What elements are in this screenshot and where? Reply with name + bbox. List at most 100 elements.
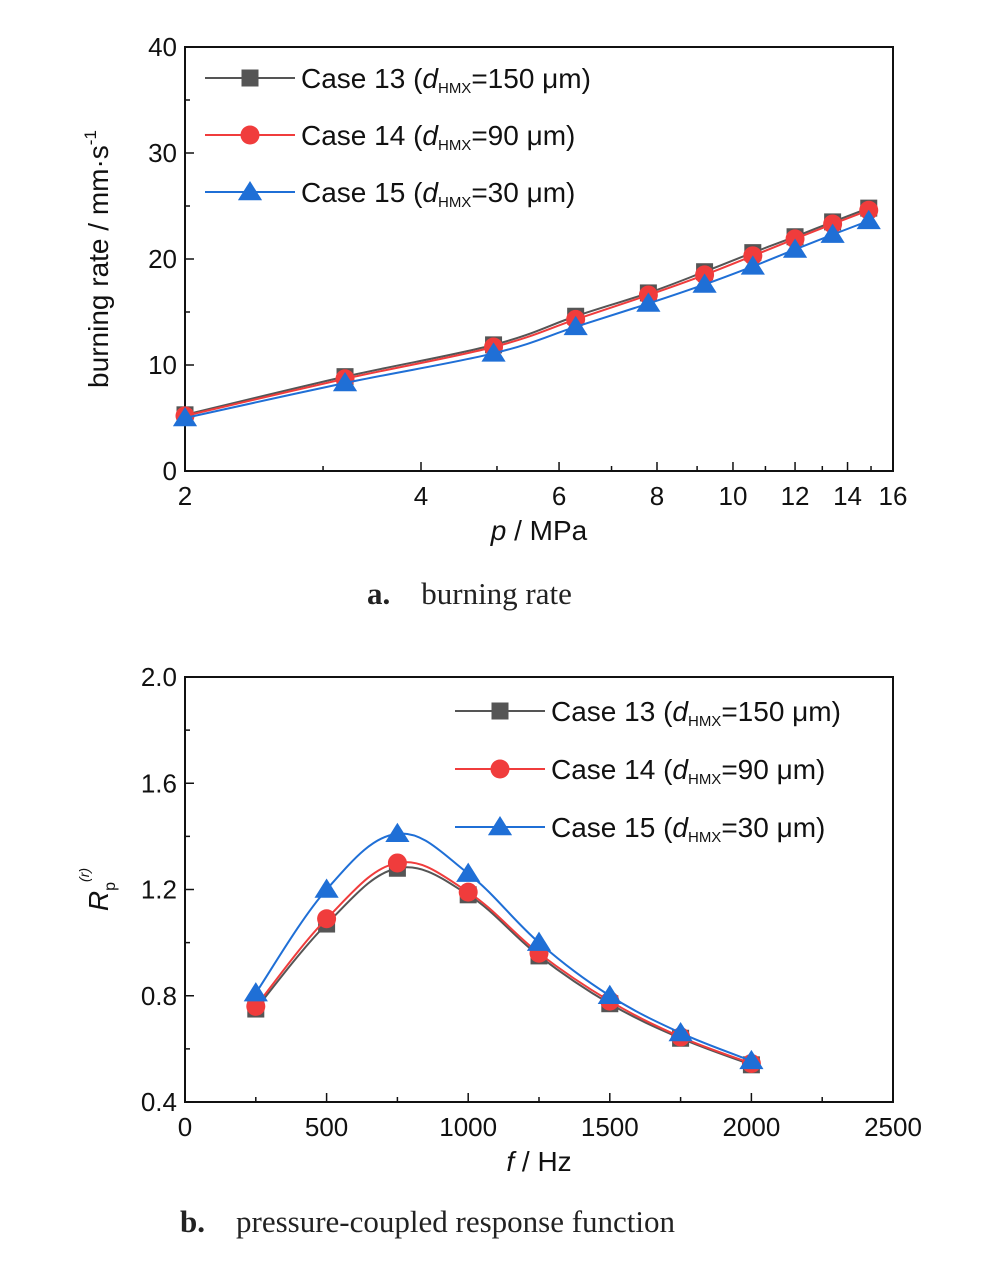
plot-frame (184, 676, 894, 1103)
series-line (184, 207, 870, 416)
data-point-circle (317, 909, 337, 929)
legend-item: Case 13 (dHMX=150 μm) (205, 63, 591, 97)
caption-spacer (205, 1204, 236, 1239)
legend-item: Case 15 (dHMX=30 μm) (205, 177, 575, 211)
legend-label: Case 14 (dHMX=90 μm) (301, 120, 575, 154)
y-tick-label: 1.6 (141, 768, 177, 798)
legend-label: Case 14 (dHMX=90 μm) (551, 754, 825, 788)
x-axis-variable: f (506, 1146, 517, 1177)
data-point-triangle (740, 255, 765, 275)
x-tick-label: 1000 (439, 1112, 497, 1142)
data-point-circle (458, 882, 478, 902)
legend-diameter-value: =150 μm) (471, 63, 591, 94)
legend-diameter-value: =90 μm) (471, 120, 575, 151)
y-tick-label: 20 (148, 244, 177, 274)
data-point-triangle (563, 315, 588, 336)
series-line (254, 832, 752, 1062)
legend-case-name: Case 15 ( (551, 812, 673, 843)
data-point-triangle (739, 1049, 764, 1070)
y-tick-label: 0 (163, 456, 177, 486)
y-axis-title: Rp (r) (76, 868, 119, 911)
x-tick-label: 4 (414, 481, 428, 511)
data-point-triangle (332, 372, 358, 392)
legend-diameter-value: =30 μm) (721, 812, 825, 843)
y-axis-label: burning rate / mm·s (83, 145, 114, 388)
legend-label: Case 13 (dHMX=150 μm) (551, 696, 841, 730)
legend-marker-square (241, 69, 259, 87)
x-axis-title: p / MPa (490, 515, 588, 546)
x-tick-label: 6 (552, 481, 566, 511)
x-tick-label: 8 (650, 481, 664, 511)
x-tick-label: 0 (178, 1112, 192, 1142)
x-tick-label: 1500 (581, 1112, 639, 1142)
legend-diameter-subscript: HMX (438, 194, 471, 211)
series-case-15 (172, 209, 881, 427)
series-case-14 (246, 853, 761, 1073)
data-point-triangle (385, 822, 410, 842)
x-tick-label: 2500 (864, 1112, 922, 1142)
legend-diameter-symbol: d (672, 812, 689, 843)
legend-diameter-subscript: HMX (688, 829, 721, 846)
legend-diameter-symbol: d (672, 754, 689, 785)
legend-diameter-symbol: d (422, 63, 439, 94)
x-tick-label: 2000 (722, 1112, 780, 1142)
legend-case-name: Case 14 ( (301, 120, 423, 151)
legend-diameter-subscript: HMX (438, 80, 471, 97)
legend-marker-square (491, 702, 509, 720)
legend-diameter-value: =30 μm) (471, 177, 575, 208)
caption-text: burning rate (421, 576, 572, 611)
data-point-triangle (456, 862, 481, 882)
legend-diameter-subscript: HMX (688, 771, 721, 788)
legend-case-name: Case 13 ( (301, 63, 423, 94)
legend: Case 13 (dHMX=150 μm) Case 14 (dHMX=90 μm… (455, 696, 841, 846)
data-point-triangle (172, 407, 198, 427)
x-tick-label: 500 (305, 1112, 348, 1142)
legend-marker-triangle (487, 816, 513, 836)
y-tick-label: 0.8 (141, 981, 177, 1011)
data-point-triangle (820, 223, 845, 243)
legend-label: Case 15 (dHMX=30 μm) (551, 812, 825, 846)
y-axis-symbol: R (83, 891, 114, 911)
legend-item: Case 15 (dHMX=30 μm) (455, 812, 825, 846)
series-case-13 (176, 199, 878, 424)
legend-marker-triangle (237, 181, 263, 201)
caption-letter: b. (180, 1204, 205, 1239)
data-point-triangle (668, 1021, 693, 1042)
caption-spacer (390, 576, 421, 611)
legend-label: Case 13 (dHMX=150 μm) (301, 63, 591, 97)
data-point-triangle (856, 209, 881, 230)
figure-caption: a. burning rate (367, 576, 572, 611)
legend: Case 13 (dHMX=150 μm)Case 14 (dHMX=90 μm… (205, 63, 591, 211)
data-point-triangle (692, 273, 717, 293)
y-tick-label: 40 (148, 32, 177, 62)
data-point-triangle (636, 292, 661, 312)
chart-b-response-function: 0 500 1000 1500 2000 2500 0.4 0.8 1.2 1.6 2.0 f / H… (76, 662, 922, 1239)
y-axis-exponent: -1 (81, 130, 100, 145)
chart-a-burning-rate: 2 4 6 8 10 12 14 16 0 10 20 30 40 p / MPa burning rate… (81, 32, 907, 611)
x-axis-unit: / MPa (506, 515, 587, 546)
legend-diameter-symbol: d (422, 120, 439, 151)
x-tick-label: 12 (781, 481, 810, 511)
legend-marker-circle (490, 759, 510, 779)
legend-case-name: Case 15 ( (301, 177, 423, 208)
legend-diameter-subscript: HMX (438, 137, 471, 154)
data-point-circle (387, 853, 407, 873)
legend-diameter-value: =90 μm) (721, 754, 825, 785)
series-line (184, 209, 870, 417)
y-tick-label: 1.2 (141, 875, 177, 905)
y-tick-label: 10 (148, 350, 177, 380)
data-point-triangle (782, 238, 808, 258)
caption-text: pressure-coupled response function (236, 1204, 676, 1239)
data-point-triangle (597, 984, 622, 1004)
y-tick-label: 0.4 (141, 1087, 177, 1117)
y-tick-label: 30 (148, 138, 177, 168)
x-tick-label: 10 (719, 481, 748, 511)
y-tick-label: 2.0 (141, 662, 177, 692)
legend-diameter-symbol: d (672, 696, 689, 727)
caption-letter: a. (367, 576, 390, 611)
x-tick-label: 2 (178, 481, 192, 511)
data-point-circle (246, 996, 266, 1016)
legend-case-name: Case 13 ( (551, 696, 673, 727)
x-axis-title: f / Hz (506, 1146, 571, 1177)
